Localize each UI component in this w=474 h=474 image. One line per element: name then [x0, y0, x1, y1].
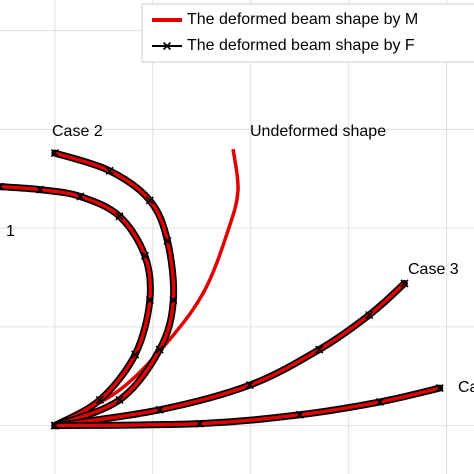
x-marker — [195, 419, 204, 428]
x-marker — [50, 421, 59, 430]
x-marker — [315, 345, 324, 354]
legend-label: The deformed beam shape by F — [187, 37, 415, 54]
curve-label: Case 3 — [408, 261, 459, 278]
x-marker — [435, 384, 444, 393]
x-marker — [245, 381, 254, 390]
beam-line — [53, 386, 442, 428]
x-marker — [36, 185, 45, 194]
x-marker — [131, 350, 140, 359]
x-marker — [169, 296, 178, 305]
x-marker — [140, 251, 150, 260]
x-marker — [50, 148, 59, 158]
legend-marker — [162, 41, 172, 51]
x-marker — [95, 395, 104, 405]
legend-box — [141, 3, 474, 63]
x-marker — [76, 192, 85, 201]
curve-label: Undeformed shape — [250, 123, 386, 140]
x-marker — [155, 405, 164, 414]
x-marker — [145, 296, 154, 305]
x-marker — [145, 196, 154, 205]
x-marker — [105, 166, 114, 175]
curve-label: 1 — [6, 223, 15, 240]
line — [54, 148, 240, 428]
legend-label: The deformed beam shape by M — [187, 11, 418, 28]
x-marker — [163, 236, 172, 246]
x-marker — [375, 397, 385, 406]
x-marker — [365, 310, 374, 320]
curve-label: Case 2 — [52, 123, 103, 140]
x-marker — [0, 182, 5, 191]
x-marker — [115, 212, 124, 221]
x-marker — [400, 279, 409, 288]
curve-label: Ca — [458, 379, 474, 396]
x-marker — [115, 395, 124, 405]
x-marker — [155, 345, 164, 354]
x-marker — [295, 410, 304, 419]
